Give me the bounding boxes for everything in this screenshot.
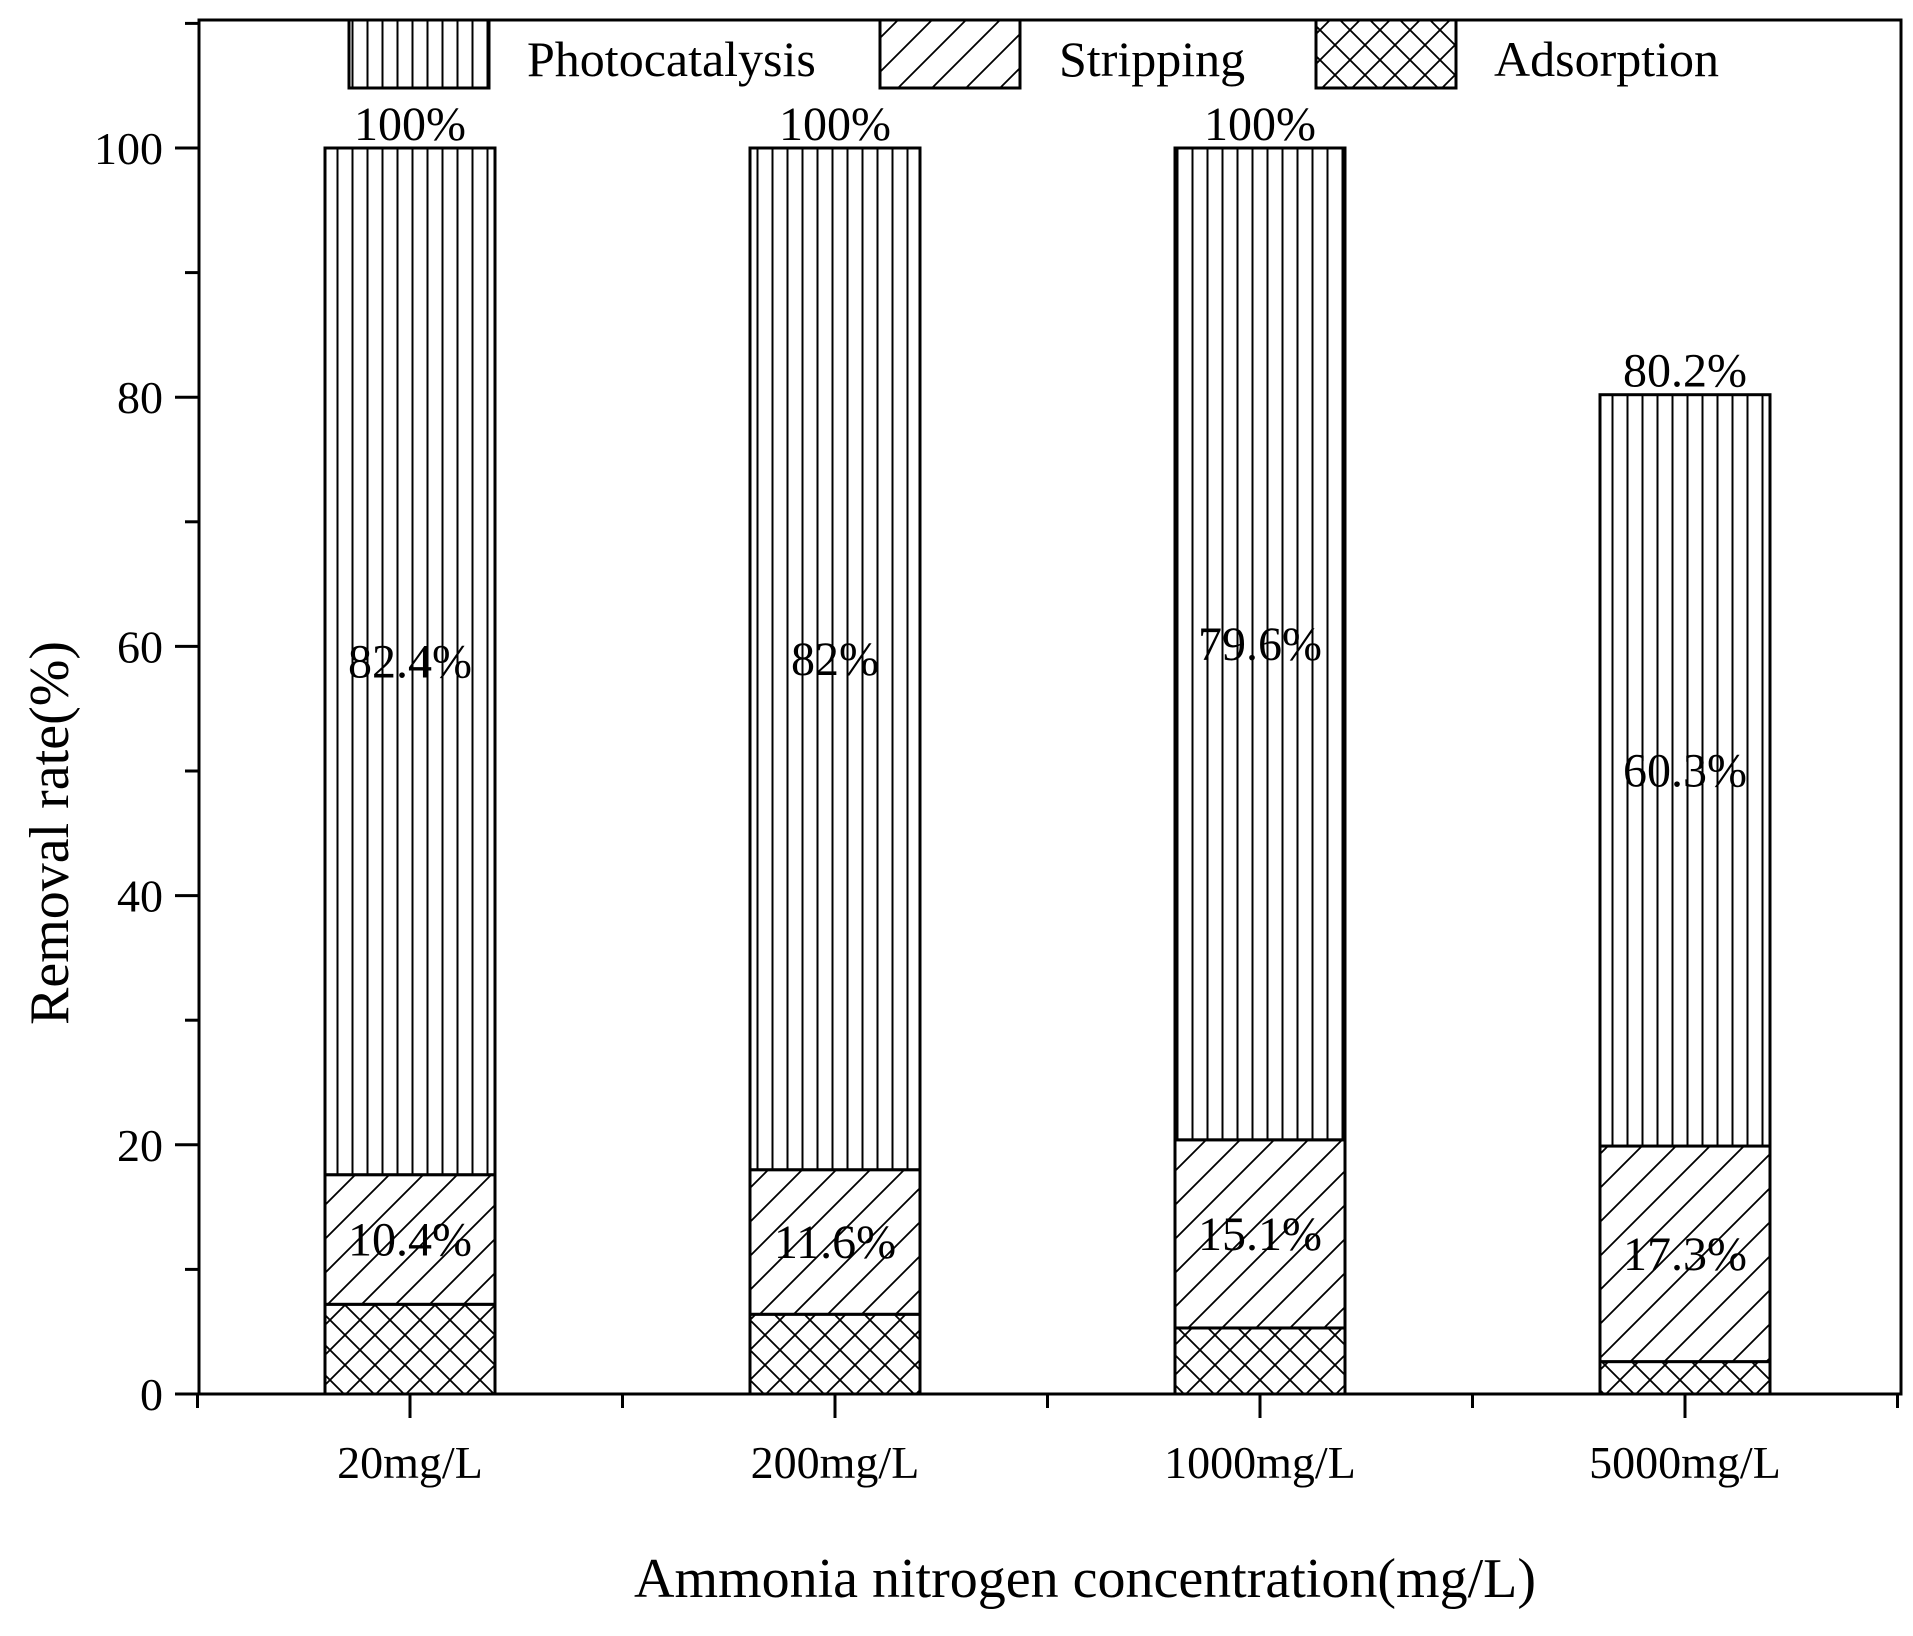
x-tick-label: 1000mg/L	[1164, 1437, 1356, 1488]
legend-swatch-photocatalysis	[347, 18, 491, 90]
segment-label-photocatalysis: 82%	[791, 633, 879, 686]
segment-label-stripping: 17.3%	[1623, 1228, 1747, 1281]
data-labels-layer: 10.4% 82.4% 100% 11.6% 82% 100% 15.1% 79.6% 100%…	[348, 98, 1747, 1281]
bar-segment-photocatalysis	[1173, 146, 1347, 1142]
total-label: 100%	[779, 98, 891, 151]
bar-segment-adsorption	[1173, 1326, 1347, 1396]
x-tick-label: 5000mg/L	[1589, 1437, 1781, 1488]
y-tick-label: 20	[117, 1120, 163, 1171]
legend-swatch-stripping	[878, 18, 1022, 90]
segment-label-photocatalysis: 82.4%	[348, 635, 472, 688]
segment-label-stripping: 15.1%	[1198, 1208, 1322, 1261]
bar-segment-stripping	[1173, 1138, 1347, 1330]
total-label: 80.2%	[1623, 345, 1747, 398]
bar-segment-photocatalysis	[323, 146, 497, 1177]
bar-segment-stripping	[1598, 1144, 1772, 1364]
bar-segment-stripping	[323, 1173, 497, 1306]
y-tick-label: 60	[117, 621, 163, 672]
bar-segment-adsorption	[1598, 1360, 1772, 1396]
bar-segment-adsorption	[323, 1302, 497, 1396]
y-tick-label: 80	[117, 372, 163, 423]
segment-label-stripping: 10.4%	[348, 1213, 472, 1266]
segment-label-photocatalysis: 60.3%	[1623, 744, 1747, 797]
legend: Photocatalysis Stripping Adsorption	[347, 18, 1719, 90]
legend-swatch-adsorption	[1314, 18, 1458, 90]
y-tick-label: 40	[117, 871, 163, 922]
bar-segment-adsorption	[748, 1312, 922, 1396]
y-tick-label: 100	[94, 123, 163, 174]
y-axis: 0 20 40 60 80 100	[94, 21, 199, 1420]
legend-label-photocatalysis: Photocatalysis	[527, 31, 816, 87]
bar-segment-photocatalysis	[1598, 393, 1772, 1148]
bars-layer	[323, 146, 1772, 1396]
y-axis-title: Removal rate(%)	[19, 641, 81, 1025]
x-axis: 20mg/L 200mg/L 1000mg/L 5000mg/L	[196, 1394, 1899, 1488]
x-tick-label: 200mg/L	[751, 1437, 920, 1488]
x-tick-label: 20mg/L	[337, 1437, 483, 1488]
x-axis-title: Ammonia nitrogen concentration(mg/L)	[634, 1548, 1536, 1610]
plot-frame	[197, 18, 1903, 1396]
segment-label-photocatalysis: 79.6%	[1198, 618, 1322, 671]
segment-label-stripping: 11.6%	[774, 1216, 896, 1269]
bar-segment-photocatalysis	[748, 146, 922, 1172]
total-label: 100%	[1204, 98, 1316, 151]
legend-label-adsorption: Adsorption	[1494, 31, 1719, 87]
legend-label-stripping: Stripping	[1059, 31, 1245, 87]
total-label: 100%	[354, 98, 466, 151]
y-tick-label: 0	[140, 1369, 163, 1420]
